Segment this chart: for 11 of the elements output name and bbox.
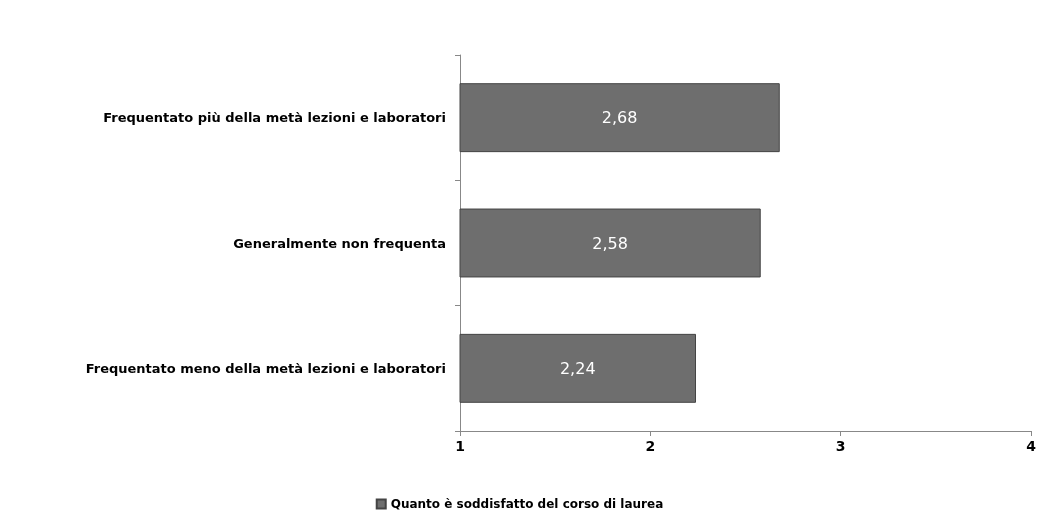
legend-label: Quanto è soddisfatto del corso di laurea	[390, 497, 664, 511]
y-tick-label: Frequentato meno della metà lezioni e laboratori	[85, 360, 446, 376]
x-tick-label: 1	[455, 438, 465, 454]
y-tick-label: Generalmente non frequenta	[233, 235, 446, 251]
x-tick-label: 4	[1026, 438, 1037, 454]
data-label: 2,68	[601, 108, 638, 128]
data-label: 2,24	[559, 358, 596, 378]
x-tick-label: 3	[835, 438, 846, 454]
x-tick-label: 2	[645, 438, 656, 454]
y-tick-label: Frequentato più della metà lezioni e laboratori	[103, 110, 446, 126]
data-label: 2,58	[592, 233, 628, 253]
